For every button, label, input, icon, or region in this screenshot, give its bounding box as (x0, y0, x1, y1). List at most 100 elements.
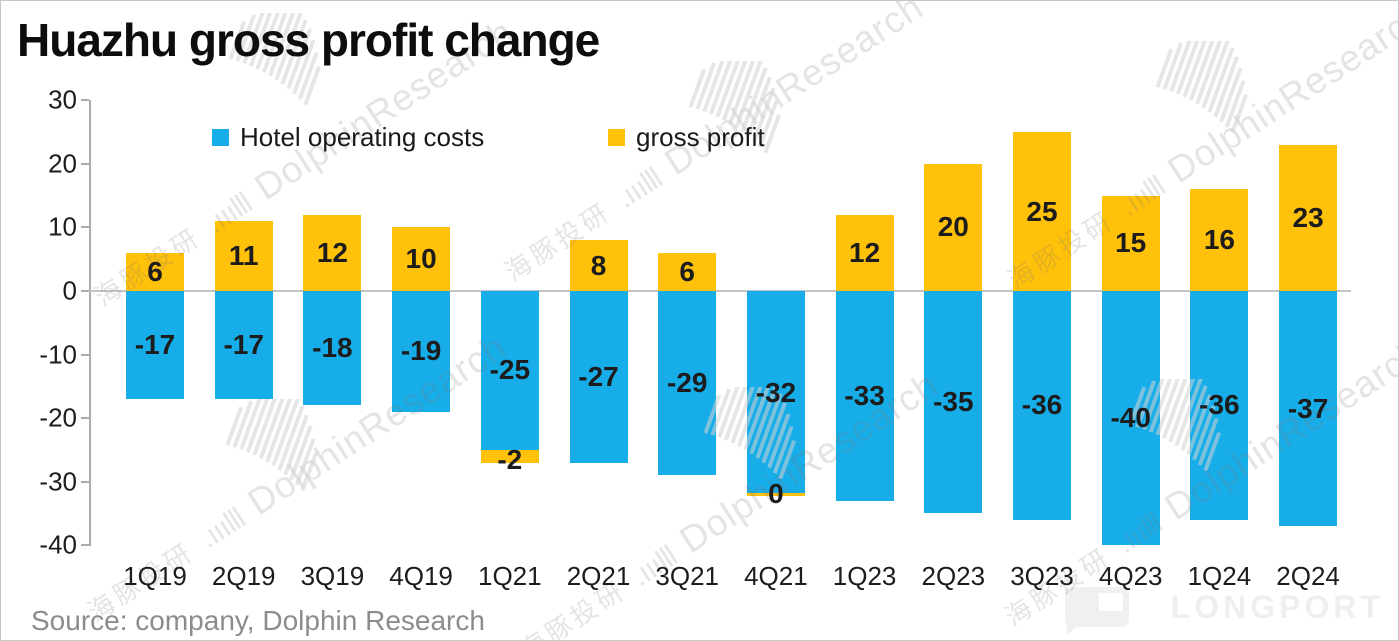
x-tick-label: 4Q23 (1098, 561, 1163, 591)
y-axis-tick (81, 99, 89, 102)
bar-gross-profit (126, 252, 184, 291)
value-label-hotel-operating-costs: -40 (1110, 402, 1151, 434)
x-tick-label: 1Q24 (1187, 561, 1252, 591)
y-tick-label: -40 (39, 529, 77, 560)
value-label-gross-profit: 12 (849, 236, 881, 268)
watermark-fan-icon (688, 61, 782, 154)
y-axis-tick (81, 480, 89, 483)
x-tick-label: 2Q24 (1276, 561, 1340, 591)
x-tick-label: 4Q19 (389, 561, 453, 591)
bar-gross-profit (303, 214, 362, 291)
y-tick-label: -30 (39, 466, 77, 497)
bar-hotel-operating-costs (480, 291, 539, 450)
value-label-hotel-operating-costs: -29 (666, 367, 708, 399)
bar-hotel-operating-costs (303, 291, 362, 406)
watermark-mini-bars-icon: .ııılll (610, 162, 668, 215)
zero-gridline (89, 290, 1351, 292)
y-tick-label: -20 (39, 402, 77, 433)
y-tick-label: 20 (48, 148, 77, 179)
bar-gross-profit (480, 449, 539, 463)
watermark-english-text: DolphinResearch (240, 325, 514, 523)
legend-swatch-blue-icon (212, 129, 229, 146)
longport-logo-mark-icon (1064, 587, 1129, 636)
bar-gross-profit (392, 227, 451, 291)
x-tick-label: 3Q23 (1010, 561, 1074, 591)
x-tick-label: 3Q19 (300, 561, 365, 591)
value-label-hotel-operating-costs: -25 (489, 354, 531, 386)
longport-logo: LONGPORT (1064, 587, 1384, 636)
bar-gross-profit (1013, 132, 1071, 291)
bar-hotel-operating-costs (569, 291, 628, 463)
longport-logo-text: LONGPORT (1170, 588, 1384, 625)
watermark-mini-bars-icon: .ııılll (193, 502, 251, 555)
value-label-gross-profit: 23 (1292, 201, 1324, 233)
bar-hotel-operating-costs (835, 291, 894, 501)
y-tick-label: 30 (48, 84, 77, 115)
value-label-gross-profit: -2 (497, 444, 523, 476)
y-axis-tick (81, 290, 89, 292)
x-tick-label: 1Q23 (832, 561, 897, 591)
bar-hotel-operating-costs (1013, 291, 1071, 520)
value-label-hotel-operating-costs: -36 (1199, 389, 1240, 421)
bar-gross-profit (1190, 189, 1249, 291)
value-label-gross-profit: 25 (1026, 195, 1058, 227)
x-tick-label: 4Q21 (744, 561, 808, 591)
chart-title: Huazhu gross profit change (17, 14, 600, 66)
value-label-hotel-operating-costs: -36 (1021, 389, 1063, 421)
value-label-hotel-operating-costs: -19 (400, 335, 442, 367)
legend-item-hotel-operating-costs: Hotel operating costs (212, 122, 484, 153)
bar-hotel-operating-costs (924, 291, 983, 514)
x-tick-label: 1Q21 (477, 561, 542, 591)
x-tick-label: 2Q19 (211, 561, 276, 591)
bar-gross-profit (1101, 195, 1160, 291)
value-label-hotel-operating-costs: -17 (134, 329, 176, 361)
value-label-gross-profit: 12 (316, 236, 348, 268)
bar-gross-profit (214, 221, 273, 291)
y-axis-tick (81, 353, 89, 356)
bar-hotel-operating-costs (126, 291, 184, 400)
x-tick-label: 3Q21 (655, 561, 719, 591)
legend-item-gross-profit: gross profit (608, 122, 765, 153)
watermark-fan-icon (225, 399, 319, 492)
bar-hotel-operating-costs (392, 291, 451, 412)
x-tick-label: 1Q19 (123, 561, 187, 591)
bar-gross-profit (746, 493, 805, 497)
x-tick-label: 2Q21 (566, 561, 631, 591)
value-label-gross-profit: 0 (768, 478, 784, 510)
value-label-gross-profit: 6 (147, 255, 163, 287)
value-label-gross-profit: 8 (590, 249, 607, 281)
value-label-hotel-operating-costs: -18 (312, 332, 353, 364)
y-axis-tick (81, 162, 89, 165)
y-axis-tick (81, 417, 89, 420)
x-tick-label: 2Q23 (921, 561, 986, 591)
source-note: Source: company, Dolphin Research (31, 605, 485, 636)
bar-gross-profit (924, 163, 983, 291)
legend-label-gross-profit: gross profit (636, 122, 765, 152)
bar-gross-profit (569, 240, 628, 291)
value-label-gross-profit: 6 (679, 255, 695, 287)
y-axis-tick (81, 226, 89, 229)
y-tick-label: 10 (48, 211, 77, 242)
bar-gross-profit (835, 214, 894, 291)
watermark-english-text: DolphinResearch (657, 0, 931, 183)
value-label-hotel-operating-costs: -17 (223, 329, 264, 361)
bar-hotel-operating-costs (658, 291, 717, 476)
value-label-gross-profit: 10 (405, 243, 437, 275)
bar-gross-profit (658, 252, 717, 291)
y-tick-label: -10 (39, 339, 77, 370)
legend-label-hotel-operating-costs: Hotel operating costs (240, 122, 485, 152)
value-label-hotel-operating-costs: -32 (755, 376, 797, 408)
watermark-fan-icon (1155, 41, 1249, 134)
y-tick-label: 0 (62, 275, 77, 306)
value-label-hotel-operating-costs: -33 (844, 379, 885, 411)
bar-hotel-operating-costs (1279, 291, 1338, 527)
value-label-hotel-operating-costs: -35 (933, 386, 974, 418)
value-label-gross-profit: 16 (1203, 224, 1235, 256)
y-axis-line (89, 100, 91, 546)
bar-hotel-operating-costs (214, 291, 273, 400)
legend-swatch-orange-icon (608, 129, 625, 146)
value-label-gross-profit: 15 (1115, 227, 1147, 259)
bar-gross-profit (1279, 144, 1338, 291)
value-label-gross-profit: 11 (228, 240, 259, 272)
